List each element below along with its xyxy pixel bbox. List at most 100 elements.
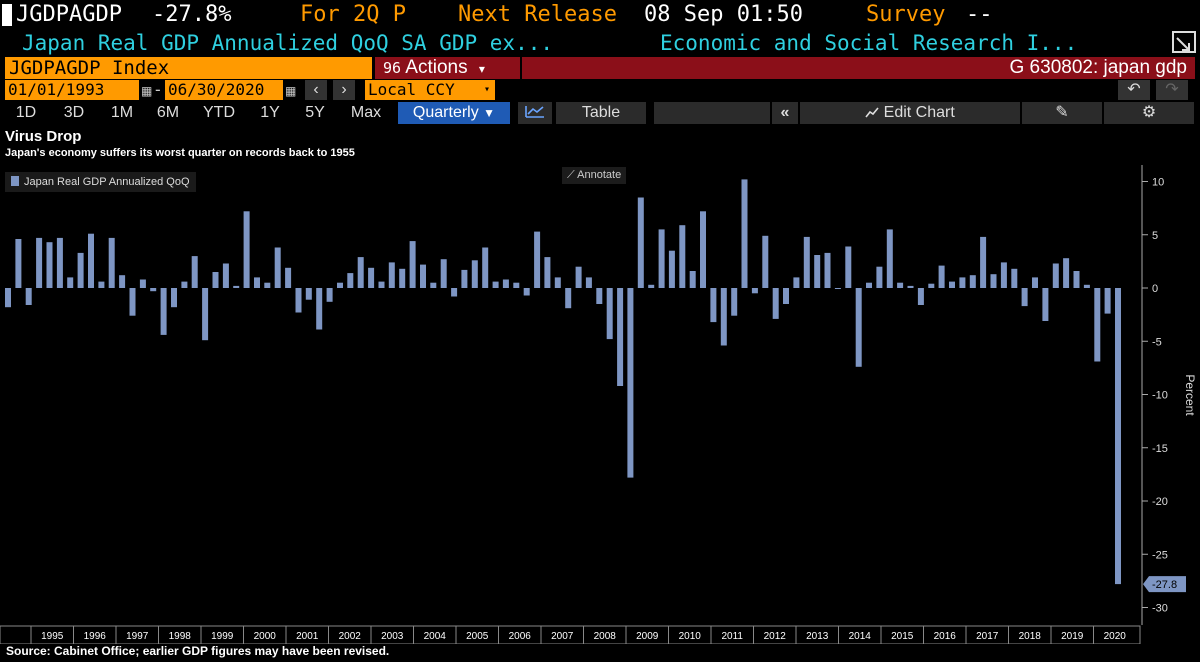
bar[interactable] — [700, 211, 706, 288]
bar[interactable] — [139, 279, 146, 289]
bar[interactable] — [1094, 288, 1101, 362]
bar[interactable] — [347, 273, 354, 288]
bar[interactable] — [46, 242, 53, 288]
bar[interactable] — [731, 288, 738, 316]
bar[interactable] — [254, 277, 260, 288]
bar[interactable] — [108, 237, 115, 288]
bar[interactable] — [171, 288, 177, 308]
bar[interactable] — [959, 277, 966, 288]
bar[interactable] — [834, 288, 841, 289]
bar[interactable] — [1011, 268, 1018, 288]
frequency-select[interactable]: Quarterly ▼ — [398, 102, 510, 124]
bar[interactable] — [88, 233, 94, 288]
bar[interactable] — [160, 288, 167, 335]
bar[interactable] — [969, 275, 976, 288]
bar[interactable] — [783, 288, 789, 304]
bar[interactable] — [305, 288, 312, 300]
security-field[interactable]: JGDPAGDP Index — [5, 57, 372, 79]
range-button-5y[interactable]: 5Y — [305, 104, 325, 121]
bar[interactable] — [710, 288, 717, 323]
currency-select[interactable]: Local CCY ▾ — [365, 80, 495, 100]
bar[interactable] — [762, 235, 769, 288]
bar[interactable] — [544, 257, 551, 288]
bar[interactable] — [36, 237, 43, 288]
pencil-icon[interactable]: ✎ — [1022, 102, 1102, 124]
bar[interactable] — [668, 250, 675, 288]
bar[interactable] — [326, 288, 333, 302]
bar[interactable] — [917, 288, 924, 305]
bar[interactable] — [897, 282, 904, 288]
bar[interactable] — [129, 288, 136, 316]
bar[interactable] — [523, 288, 530, 296]
bar[interactable] — [1104, 288, 1111, 314]
bar[interactable] — [430, 282, 437, 288]
chart-view-icon[interactable] — [518, 102, 552, 124]
bar[interactable] — [658, 229, 665, 288]
gear-icon[interactable]: ⚙ — [1104, 102, 1194, 124]
bar[interactable] — [814, 255, 821, 288]
bar[interactable] — [751, 288, 758, 294]
bar[interactable] — [119, 275, 126, 288]
bar[interactable] — [233, 285, 240, 288]
start-date-input[interactable]: 01/01/1993 — [5, 80, 139, 100]
bar[interactable] — [772, 288, 779, 319]
bar[interactable] — [596, 288, 603, 304]
bar[interactable] — [243, 211, 250, 288]
bar[interactable] — [67, 277, 74, 288]
bar[interactable] — [1052, 263, 1059, 289]
bar[interactable] — [886, 229, 893, 288]
bar[interactable] — [1021, 288, 1028, 307]
table-button[interactable]: Table — [556, 102, 646, 124]
bar[interactable] — [980, 236, 987, 288]
bar[interactable] — [15, 239, 22, 288]
ticker-symbol[interactable]: JGDPAGDP — [16, 2, 122, 27]
range-button-max[interactable]: Max — [350, 104, 382, 121]
bar[interactable] — [482, 247, 489, 289]
bar[interactable] — [990, 274, 997, 288]
redo-icon[interactable]: ↷ — [1156, 80, 1188, 100]
bar[interactable] — [824, 252, 831, 288]
bar[interactable] — [285, 267, 292, 288]
actions-menu[interactable]: 96 Actions ▾ — [375, 57, 520, 79]
chart-legend[interactable]: Japan Real GDP Annualized QoQ — [5, 172, 196, 192]
bar[interactable] — [1032, 277, 1038, 288]
range-button-1y[interactable]: 1Y — [260, 104, 280, 121]
range-button-3d[interactable]: 3D — [63, 104, 85, 121]
bar[interactable] — [202, 288, 209, 341]
range-button-6m[interactable]: 6M — [156, 104, 180, 121]
bar[interactable] — [1063, 258, 1070, 288]
bar[interactable] — [451, 288, 458, 297]
bar[interactable] — [876, 266, 883, 288]
bar[interactable] — [357, 257, 364, 288]
bar[interactable] — [1115, 288, 1121, 585]
bar[interactable] — [866, 282, 872, 288]
bar[interactable] — [98, 281, 105, 288]
bar[interactable] — [274, 247, 281, 289]
bar[interactable] — [689, 271, 696, 288]
calendar-icon[interactable]: ▦ — [141, 84, 153, 98]
bar[interactable] — [554, 277, 561, 288]
bar[interactable] — [502, 279, 509, 289]
bar[interactable] — [720, 288, 727, 346]
bar[interactable] — [181, 281, 188, 288]
range-button-ytd[interactable]: YTD — [203, 104, 235, 121]
bar[interactable] — [25, 288, 32, 305]
bar[interactable] — [388, 262, 395, 288]
bar[interactable] — [513, 282, 520, 288]
bar[interactable] — [741, 179, 748, 288]
bar[interactable] — [803, 236, 810, 288]
chevron-right-icon[interactable]: › — [333, 80, 355, 100]
bar[interactable] — [212, 272, 219, 288]
bar[interactable] — [150, 288, 157, 292]
bar[interactable] — [907, 285, 914, 288]
bar[interactable] — [534, 231, 541, 288]
bar[interactable] — [461, 269, 468, 288]
bar[interactable] — [1073, 271, 1080, 288]
bar[interactable] — [5, 288, 11, 308]
bar[interactable] — [845, 246, 852, 289]
bar[interactable] — [606, 288, 613, 340]
bar[interactable] — [1042, 288, 1049, 321]
popout-icon[interactable] — [1172, 31, 1196, 53]
bar[interactable] — [295, 288, 302, 313]
bar[interactable] — [793, 277, 800, 288]
